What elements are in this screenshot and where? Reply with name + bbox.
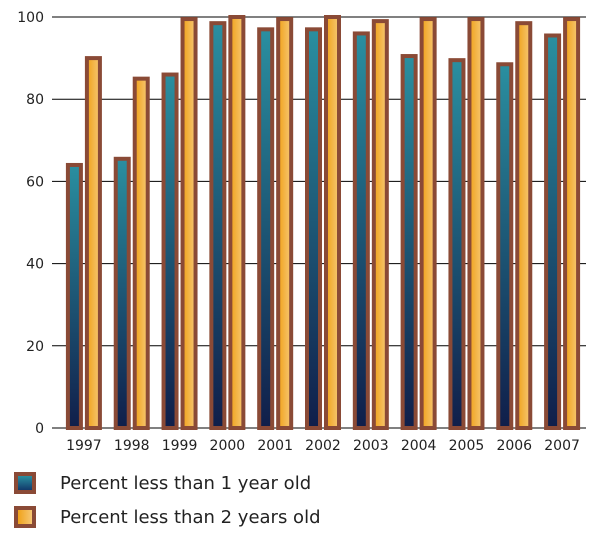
y-axis-ticks: 0 20 40 60 80 100 bbox=[17, 10, 44, 437]
legend-label-series-2: Percent less than 2 years old bbox=[60, 506, 321, 528]
bar-series-1-1998 bbox=[113, 156, 131, 430]
bar-series-1-2001 bbox=[257, 27, 275, 431]
y-tick-label: 100 bbox=[17, 10, 44, 26]
x-tick-label: 2003 bbox=[353, 438, 389, 454]
x-tick-label: 2006 bbox=[496, 438, 532, 454]
bar-series-2-1999 bbox=[180, 17, 198, 431]
x-tick-label: 1999 bbox=[162, 438, 198, 454]
bar-series-2-1998 bbox=[132, 76, 150, 431]
x-tick-label: 2004 bbox=[401, 438, 437, 454]
bar-chart: 0 20 40 60 80 100 1997 1998 1999 2000 2001 2002 200… bbox=[17, 10, 586, 454]
bar-series-2-2001 bbox=[276, 17, 294, 431]
x-tick-label: 2000 bbox=[210, 438, 246, 454]
bar-series-1-2000 bbox=[209, 21, 227, 430]
x-tick-label: 2007 bbox=[544, 438, 580, 454]
x-tick-label: 2001 bbox=[257, 438, 293, 454]
bar-series-2-2002 bbox=[324, 15, 341, 430]
y-tick-label: 60 bbox=[26, 174, 44, 190]
bar-series-1-2002 bbox=[305, 27, 322, 431]
legend: Percent less than 1 year old Percent les… bbox=[14, 468, 321, 536]
bar-series-1-2005 bbox=[448, 58, 466, 430]
x-tick-label: 2005 bbox=[449, 438, 485, 454]
bar-series-2-2007 bbox=[563, 17, 581, 431]
bar-series-1-1999 bbox=[161, 72, 179, 430]
legend-item-series-2: Percent less than 2 years old bbox=[14, 502, 321, 532]
legend-swatch-series-1 bbox=[14, 472, 36, 494]
bar-series-2-2006 bbox=[515, 21, 533, 430]
y-tick-label: 0 bbox=[35, 421, 44, 437]
x-axis-ticks: 1997 1998 1999 2000 2001 2002 2003 2004 2005 2006… bbox=[66, 438, 580, 454]
x-tick-label: 1997 bbox=[66, 438, 102, 454]
legend-label-series-1: Percent less than 1 year old bbox=[60, 472, 312, 494]
bar-series-1-2004 bbox=[400, 54, 418, 430]
bar-series-1-2007 bbox=[544, 33, 562, 431]
y-tick-label: 20 bbox=[26, 339, 44, 355]
x-tick-label: 2002 bbox=[305, 438, 341, 454]
legend-item-series-1: Percent less than 1 year old bbox=[14, 468, 321, 498]
y-tick-label: 80 bbox=[26, 92, 44, 108]
bar-series-2-2004 bbox=[419, 17, 437, 431]
bar-series-2-1997 bbox=[84, 56, 102, 430]
bars bbox=[65, 15, 581, 431]
bar-series-2-2005 bbox=[467, 17, 485, 431]
bar-series-1-2003 bbox=[352, 31, 370, 430]
bar-series-2-2003 bbox=[371, 19, 389, 431]
bar-series-1-1997 bbox=[65, 162, 83, 431]
bar-series-1-2006 bbox=[496, 62, 514, 430]
x-tick-label: 1998 bbox=[114, 438, 150, 454]
y-tick-label: 40 bbox=[26, 257, 44, 273]
legend-swatch-series-2 bbox=[14, 506, 36, 528]
bar-series-2-2000 bbox=[228, 15, 246, 430]
